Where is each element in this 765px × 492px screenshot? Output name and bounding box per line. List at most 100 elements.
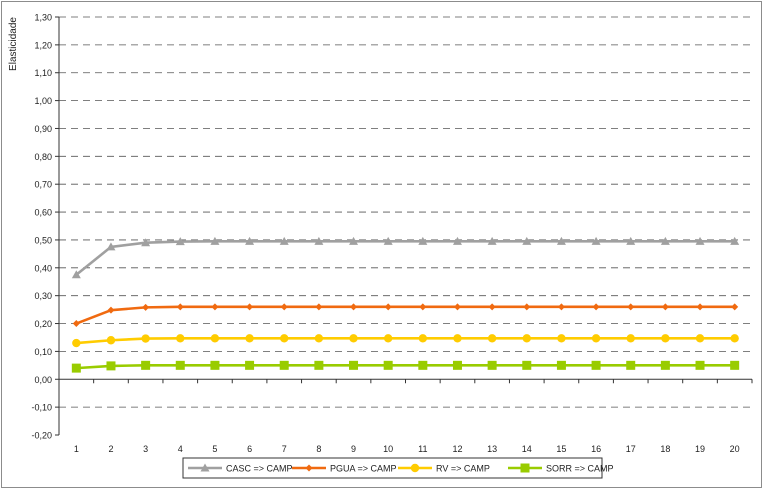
data-point [556, 236, 566, 245]
x-tick-label: 10 [383, 444, 393, 454]
y-tick-label: 0,40 [34, 263, 52, 273]
series-2 [72, 334, 739, 348]
data-point [730, 236, 740, 245]
data-point [106, 336, 116, 345]
data-point [141, 334, 150, 343]
y-tick-label: 0,50 [34, 235, 52, 245]
data-point [383, 360, 393, 370]
data-point [71, 363, 81, 373]
data-point [245, 360, 255, 370]
y-tick-label: 0,00 [34, 375, 52, 385]
series-line [76, 364, 735, 370]
series-1 [72, 303, 739, 328]
data-point [314, 334, 324, 343]
data-point [245, 236, 255, 245]
x-tick-label: 12 [452, 444, 462, 454]
data-point [384, 303, 392, 311]
y-tick-label: 1,20 [34, 40, 52, 50]
x-tick-label: 20 [730, 444, 740, 454]
data-point [72, 320, 80, 328]
data-point [72, 338, 81, 348]
data-point [419, 303, 427, 311]
data-point [106, 242, 116, 251]
data-point [523, 303, 531, 311]
x-tick-label: 8 [316, 444, 321, 454]
y-axis-label: Elasticidade [8, 17, 19, 71]
data-point [730, 334, 739, 343]
data-point [452, 236, 462, 245]
data-point [695, 334, 705, 343]
data-point [71, 270, 81, 279]
legend-item: RV => CAMP [398, 464, 490, 474]
series-0 [71, 236, 740, 279]
y-tick-label: 0,90 [34, 124, 52, 134]
x-tick-label: 9 [351, 444, 356, 454]
data-point [488, 303, 496, 311]
data-point [383, 334, 393, 343]
series [71, 236, 740, 373]
data-point [210, 236, 220, 245]
legend: CASC => CAMP PGUA => CAMP RV => CAMP SORR =… [182, 457, 614, 479]
data-point [279, 236, 289, 245]
data-point [626, 334, 635, 343]
data-point [660, 236, 670, 245]
data-point [627, 303, 635, 311]
legend-label: PGUA => CAMP [330, 464, 397, 474]
data-point [350, 303, 358, 311]
x-tick-label: 14 [522, 444, 532, 454]
legend-label: CASC => CAMP [226, 464, 293, 474]
legend-box [182, 457, 603, 479]
y-tick-label: 1,30 [34, 13, 52, 23]
data-point [695, 236, 705, 245]
data-point [730, 360, 740, 370]
data-point [210, 360, 220, 370]
legend-item: CASC => CAMP [188, 463, 293, 474]
legend-item: SORR => CAMP [508, 463, 614, 474]
x-tick-labels: 1 2 3 4 5 6 7 8 9 10 11 12 13 14 15 16 17 18 19 20 [74, 444, 740, 454]
data-point [280, 303, 288, 311]
y-tick-label: 0,10 [34, 347, 52, 357]
y-tick-label: 0,30 [34, 291, 52, 301]
data-point [592, 303, 600, 311]
series-line [75, 305, 735, 325]
data-point [349, 360, 359, 370]
y-tick-label: -0,20 [31, 431, 52, 441]
x-tick-label: 3 [143, 444, 148, 454]
x-tick-label: 11 [418, 444, 427, 454]
data-point [591, 236, 601, 245]
y-tick-label: -0,10 [31, 403, 52, 413]
legend-swatch-marker [410, 463, 420, 473]
x-tick-label: 6 [247, 444, 252, 454]
x-tick-label: 15 [556, 444, 566, 454]
data-point [626, 360, 636, 370]
data-point [660, 360, 670, 370]
data-point [107, 306, 115, 314]
x-tick-label: 4 [178, 444, 183, 454]
data-point [418, 236, 428, 245]
data-point [141, 238, 151, 247]
data-point [175, 237, 185, 246]
x-tick-label: 16 [591, 444, 601, 454]
data-point [141, 360, 151, 370]
data-point [487, 236, 497, 245]
x-tick-label: 5 [212, 444, 217, 454]
y-tick-label: 0,20 [34, 319, 52, 329]
data-point [487, 360, 497, 370]
x-tick-label: 17 [626, 444, 636, 454]
data-point [314, 236, 324, 245]
data-point [695, 360, 705, 370]
data-point [661, 303, 669, 311]
data-point [314, 360, 324, 370]
legend-swatch-marker [520, 463, 530, 473]
x-tick-label: 13 [487, 444, 497, 454]
y-tick-label: 0,70 [34, 180, 52, 190]
x-tick-label: 19 [695, 444, 705, 454]
series-line [76, 337, 735, 345]
data-point [246, 303, 254, 311]
data-point [557, 303, 565, 311]
data-point [452, 360, 462, 370]
data-point [556, 360, 566, 370]
y-tick-label: 1,00 [34, 96, 52, 106]
x-tick-label: 1 [74, 444, 79, 454]
